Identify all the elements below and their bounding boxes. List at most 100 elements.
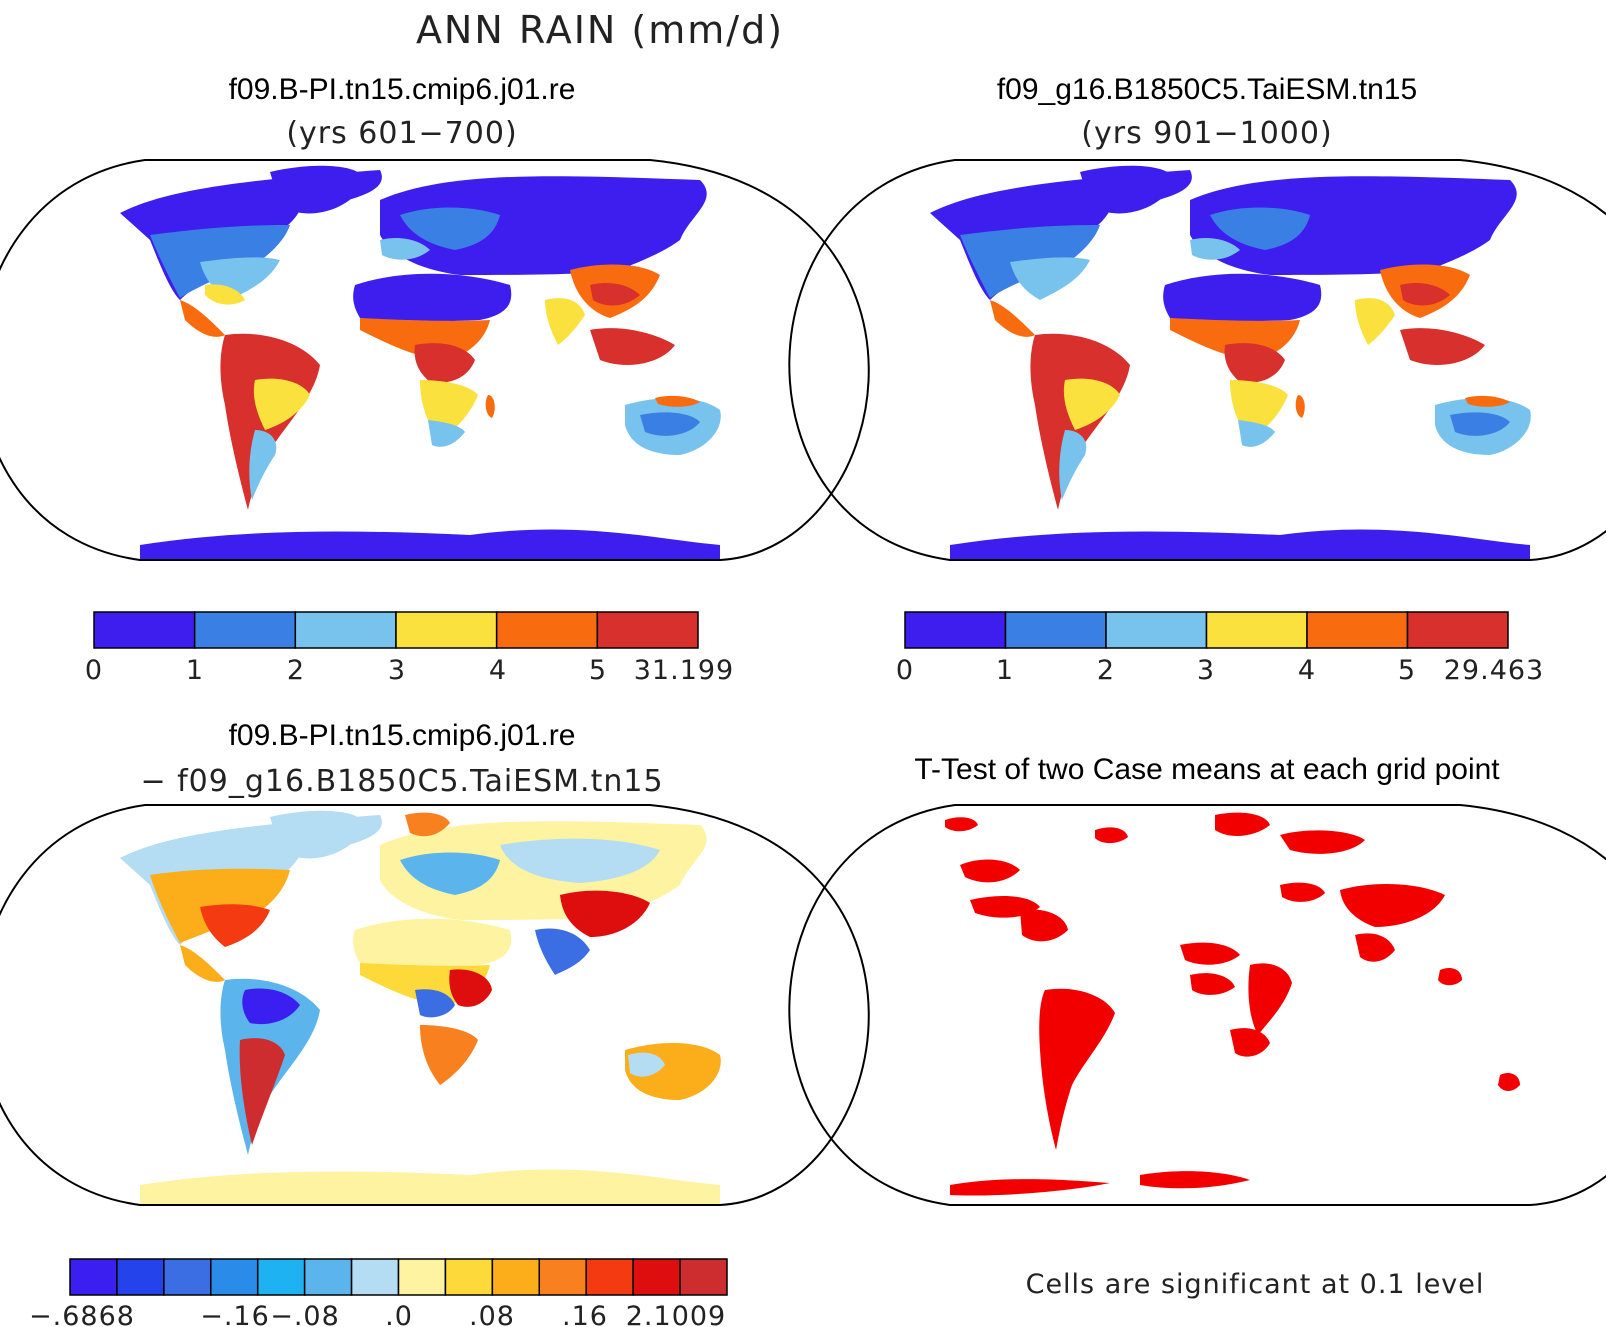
region-us-southeast [205, 284, 245, 305]
sig-west-africa [1190, 973, 1235, 995]
region-south-america-yellow [1063, 378, 1120, 430]
panel-title: f09_g16.B1850C5.TaiESM.tn15 [997, 73, 1417, 106]
region-europe-light [380, 238, 430, 260]
region-central-america [180, 300, 225, 337]
region-south-africa-tip [428, 420, 465, 447]
colorbar-tick-label: .16 [562, 1301, 608, 1327]
colorbar-tick-label: 0 [85, 655, 103, 686]
region-east-asia [560, 890, 650, 937]
colorbar-tick-label: 29.463 [1444, 655, 1544, 686]
colorbar-swatch [303, 1258, 353, 1296]
colorbar-swatch [596, 611, 699, 649]
colorbar-case2: 0 1 2 3 4 5 29.463 [896, 611, 1544, 686]
sig-antarctica [950, 1179, 1110, 1196]
panel-case1: f09.B-PI.tn15.cmip6.j01.re (yrs 601−700) [0, 73, 870, 686]
region-se-asia [590, 328, 675, 365]
map-case1 [120, 165, 721, 560]
colorbar-tick-label: −.6868 [29, 1301, 135, 1327]
region-greenland [270, 165, 364, 214]
colorbar-swatch [495, 611, 599, 649]
map-case2 [930, 165, 1531, 560]
land-field [120, 165, 721, 560]
colorbar-tick-label: 4 [1298, 655, 1316, 686]
region-east-asia-red [1400, 283, 1450, 306]
region-southern-africa [420, 1025, 478, 1085]
sig-central-asia [1280, 882, 1325, 902]
sig-sahel [1180, 942, 1240, 965]
region-siberia [500, 838, 660, 883]
sig-southern-africa [1230, 1028, 1270, 1057]
colorbar-tick-label: −.16 [200, 1301, 270, 1327]
region-south-america-south [239, 1038, 285, 1145]
region-south-america-south [1059, 430, 1087, 500]
colorbar-swatch [538, 1258, 587, 1296]
colorbar-tick-label: 3 [1197, 655, 1215, 686]
region-europe [1210, 207, 1310, 250]
region-australia-north [655, 395, 700, 407]
colorbar-swatch [632, 1258, 681, 1296]
map-ttest [945, 812, 1520, 1196]
colorbar-tick-label: .0 [385, 1301, 413, 1327]
region-eurasia [1190, 176, 1517, 275]
region-south-africa-tip [1238, 420, 1275, 447]
significance-field [945, 812, 1520, 1196]
colorbar-tick-label: 2 [1097, 655, 1115, 686]
region-scandinavia [405, 812, 450, 837]
region-australia-north [1465, 395, 1510, 407]
panel-ttest: T-Test of two Case means at each grid po… [788, 753, 1606, 1300]
region-central-africa [415, 989, 455, 1018]
map-difference [120, 810, 721, 1205]
region-madagascar [485, 395, 495, 418]
colorbar-swatch [585, 1258, 634, 1296]
region-australia-interior [640, 412, 700, 436]
region-greenland [1080, 165, 1174, 214]
land-field [930, 165, 1531, 560]
region-australia-interior [1450, 412, 1510, 436]
region-south-america-south [249, 430, 277, 500]
sig-australia-east [1498, 1073, 1520, 1091]
sig-alaska [945, 817, 978, 832]
significance-note: Cells are significant at 0.1 level [1026, 1269, 1485, 1300]
sig-scandinavia [1215, 812, 1270, 837]
colorbar-tick-label: 31.199 [634, 655, 734, 686]
colorbar-swatch [116, 1258, 165, 1296]
sig-siberia [1280, 830, 1365, 854]
colorbar-tick-label: 1 [186, 655, 204, 686]
panel-title: f09.B-PI.tn15.cmip6.j01.re [229, 73, 576, 106]
colorbar-swatch [904, 611, 1007, 649]
panel-difference: f09.B-PI.tn15.cmip6.j01.re − f09_g16.B18… [0, 719, 870, 1327]
region-india [1355, 298, 1395, 345]
region-amazon [242, 988, 300, 1025]
region-india [535, 928, 590, 975]
figure-title: ANN RAIN (mm/d) [416, 8, 784, 52]
sig-indonesia [1438, 968, 1462, 986]
map-border [788, 159, 1606, 561]
colorbar-swatch [350, 1258, 400, 1296]
region-south-america-yellow [253, 378, 310, 430]
colorbar-tick-label: 2 [287, 655, 305, 686]
panel-title: T-Test of two Case means at each grid po… [914, 753, 1500, 786]
region-antarctica [140, 529, 720, 560]
region-australia-west [628, 1052, 665, 1077]
panel-title: f09.B-PI.tn15.cmip6.j01.re [229, 719, 576, 752]
region-east-africa [449, 969, 492, 1007]
map-border [0, 804, 870, 1206]
sig-east-africa [1248, 963, 1292, 1035]
region-se-asia [1400, 328, 1485, 365]
region-central-africa [414, 343, 475, 383]
colorbar-swatch [93, 611, 196, 649]
sig-us-east [1020, 909, 1068, 942]
colorbar-tick-label: 1 [996, 655, 1014, 686]
region-europe [400, 852, 500, 895]
colorbar-tick-label: 5 [589, 655, 607, 686]
sig-india [1355, 933, 1395, 962]
colorbar-tick-label: 0 [896, 655, 914, 686]
colorbar-tick-label: 3 [388, 655, 406, 686]
map-border [788, 804, 1606, 1206]
colorbar-swatch [1406, 611, 1509, 649]
colorbar-swatch [397, 1258, 447, 1296]
region-central-america [990, 300, 1035, 337]
colorbar-swatch [395, 611, 498, 649]
colorbar-swatch [1306, 611, 1409, 649]
sig-greenland [1095, 827, 1128, 844]
